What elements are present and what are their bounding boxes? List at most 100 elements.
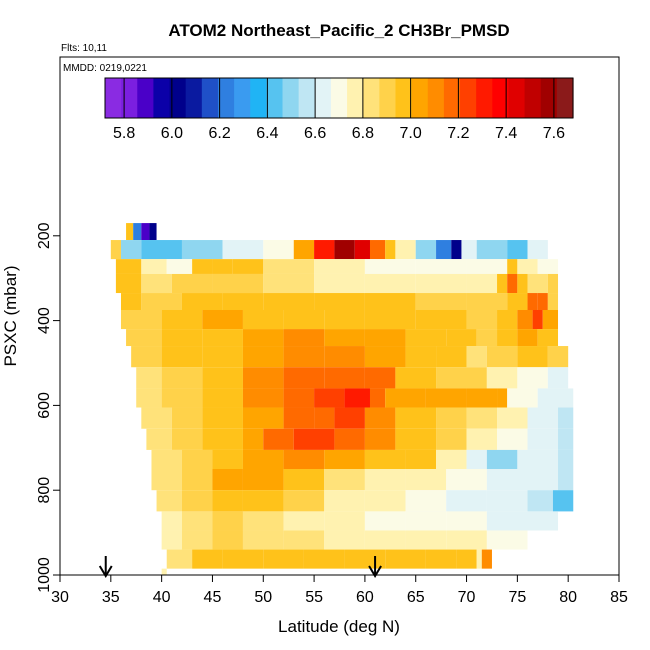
colorbar-tick-label: 7.4 <box>495 125 517 142</box>
heatmap-cell <box>552 490 574 512</box>
heatmap-cell <box>425 388 467 408</box>
heatmap-cell <box>405 490 447 512</box>
heatmap-cell <box>242 530 284 550</box>
heatmap-cell <box>126 329 162 347</box>
heatmap-cell <box>481 549 492 569</box>
heatmap-cell <box>527 293 538 310</box>
heatmap-cell <box>324 329 365 347</box>
heatmap-cell <box>446 490 487 512</box>
heatmap-cell <box>466 388 498 408</box>
x-tick-label: 75 <box>508 589 526 606</box>
heatmap-cell <box>334 240 355 260</box>
x-tick-label: 35 <box>102 589 120 606</box>
heatmap-cell <box>283 407 315 429</box>
heatmap-cell <box>181 449 213 469</box>
heatmap-cell <box>364 293 416 310</box>
heatmap-cell <box>242 407 284 429</box>
heatmap-cell <box>232 259 264 274</box>
heatmap-cell <box>436 240 452 260</box>
y-tick-label: 400 <box>36 307 53 334</box>
heatmap-cell <box>405 469 447 491</box>
heatmap-cell <box>181 530 213 550</box>
colorbar-frame <box>104 77 574 119</box>
heatmap-cell <box>527 490 553 512</box>
heatmap-cell <box>517 259 538 274</box>
heatmap-cell <box>405 511 447 531</box>
heatmap-cell <box>181 240 223 260</box>
heatmap-cell <box>324 469 365 491</box>
heatmap-cell <box>126 223 134 241</box>
x-tick-label: 85 <box>610 589 628 606</box>
heatmap-cell <box>314 240 335 260</box>
heatmap-cell <box>415 293 467 310</box>
heatmap-cell <box>161 329 203 347</box>
heatmap-cell <box>171 428 203 450</box>
heatmap-cell <box>283 490 325 512</box>
heatmap-cell <box>436 367 487 389</box>
heatmap-cell <box>166 259 193 274</box>
heatmap-cell <box>222 549 264 569</box>
heatmap-cell <box>486 511 528 531</box>
heatmap-cell <box>369 240 386 260</box>
heatmap-cell <box>527 273 548 294</box>
heatmap-cell <box>486 367 518 389</box>
heatmap-cell <box>181 511 213 531</box>
heatmap-cell <box>242 329 284 347</box>
heatmap-cell <box>242 449 284 469</box>
heatmap-cell <box>497 329 518 347</box>
colorbar-swatch <box>443 78 461 118</box>
heatmap-cell <box>466 428 498 450</box>
heatmap-cell <box>527 240 548 260</box>
heatmap-cell <box>161 388 203 408</box>
y-tick-label: 800 <box>36 477 53 504</box>
x-tick-label: 30 <box>51 589 69 606</box>
heatmap-cell <box>415 259 467 274</box>
y-tick-label: 600 <box>36 392 53 419</box>
colorbar-swatch <box>185 78 203 118</box>
heatmap-cell <box>425 549 457 569</box>
heatmap-cell <box>202 329 243 347</box>
colorbar-swatch <box>540 78 558 118</box>
heatmap-cell <box>242 469 284 491</box>
heatmap-cell <box>466 449 487 469</box>
colorbar-swatch <box>411 78 429 118</box>
heatmap-cell <box>507 240 528 260</box>
heatmap-cell <box>133 223 142 241</box>
colorbar-swatch <box>395 78 413 118</box>
x-axis: 30 35 40 45 50 55 60 65 70 75 80 85 <box>51 575 628 606</box>
heatmap-cell <box>149 223 157 241</box>
heatmap-cell <box>466 293 508 310</box>
colorbar-swatch <box>524 78 542 118</box>
colorbar-ticks: 5.8 6.0 6.2 6.4 6.6 6.8 7.0 7.2 7.4 7.6 <box>113 78 565 142</box>
heatmap-cell <box>141 407 172 429</box>
heatmap-cell <box>405 449 437 469</box>
heatmap-cell <box>181 469 213 491</box>
colorbar-swatch <box>492 78 510 118</box>
heatmap-cell <box>369 388 386 408</box>
flight-direction-markers <box>98 556 382 578</box>
arrow-head <box>98 565 113 578</box>
heatmap-cell <box>497 407 528 429</box>
heatmap-cell <box>486 530 528 550</box>
dates-label: MMDD: 0219,0221 <box>63 63 147 74</box>
heatmap-cell <box>283 511 325 531</box>
heatmap-cell <box>293 428 335 450</box>
heatmap-cell <box>385 549 426 569</box>
heatmap-cell <box>283 367 325 389</box>
heatmap-cell <box>151 469 182 491</box>
heatmap-layer <box>110 223 574 575</box>
heatmap-cell <box>161 310 203 330</box>
heatmap-cell <box>461 240 477 260</box>
heatmap-cell <box>486 346 518 368</box>
heatmap-cell <box>527 428 559 450</box>
colorbar-swatch <box>427 78 445 118</box>
heatmap-cell <box>364 346 406 368</box>
heatmap-cell <box>202 367 243 389</box>
x-tick-label: 70 <box>458 589 476 606</box>
heatmap-cell <box>446 329 477 347</box>
heatmap-cell <box>385 240 396 260</box>
heatmap-cell <box>344 388 370 408</box>
heatmap-cell <box>466 310 498 330</box>
heatmap-cell <box>486 490 528 512</box>
heatmap-cell <box>136 388 162 408</box>
